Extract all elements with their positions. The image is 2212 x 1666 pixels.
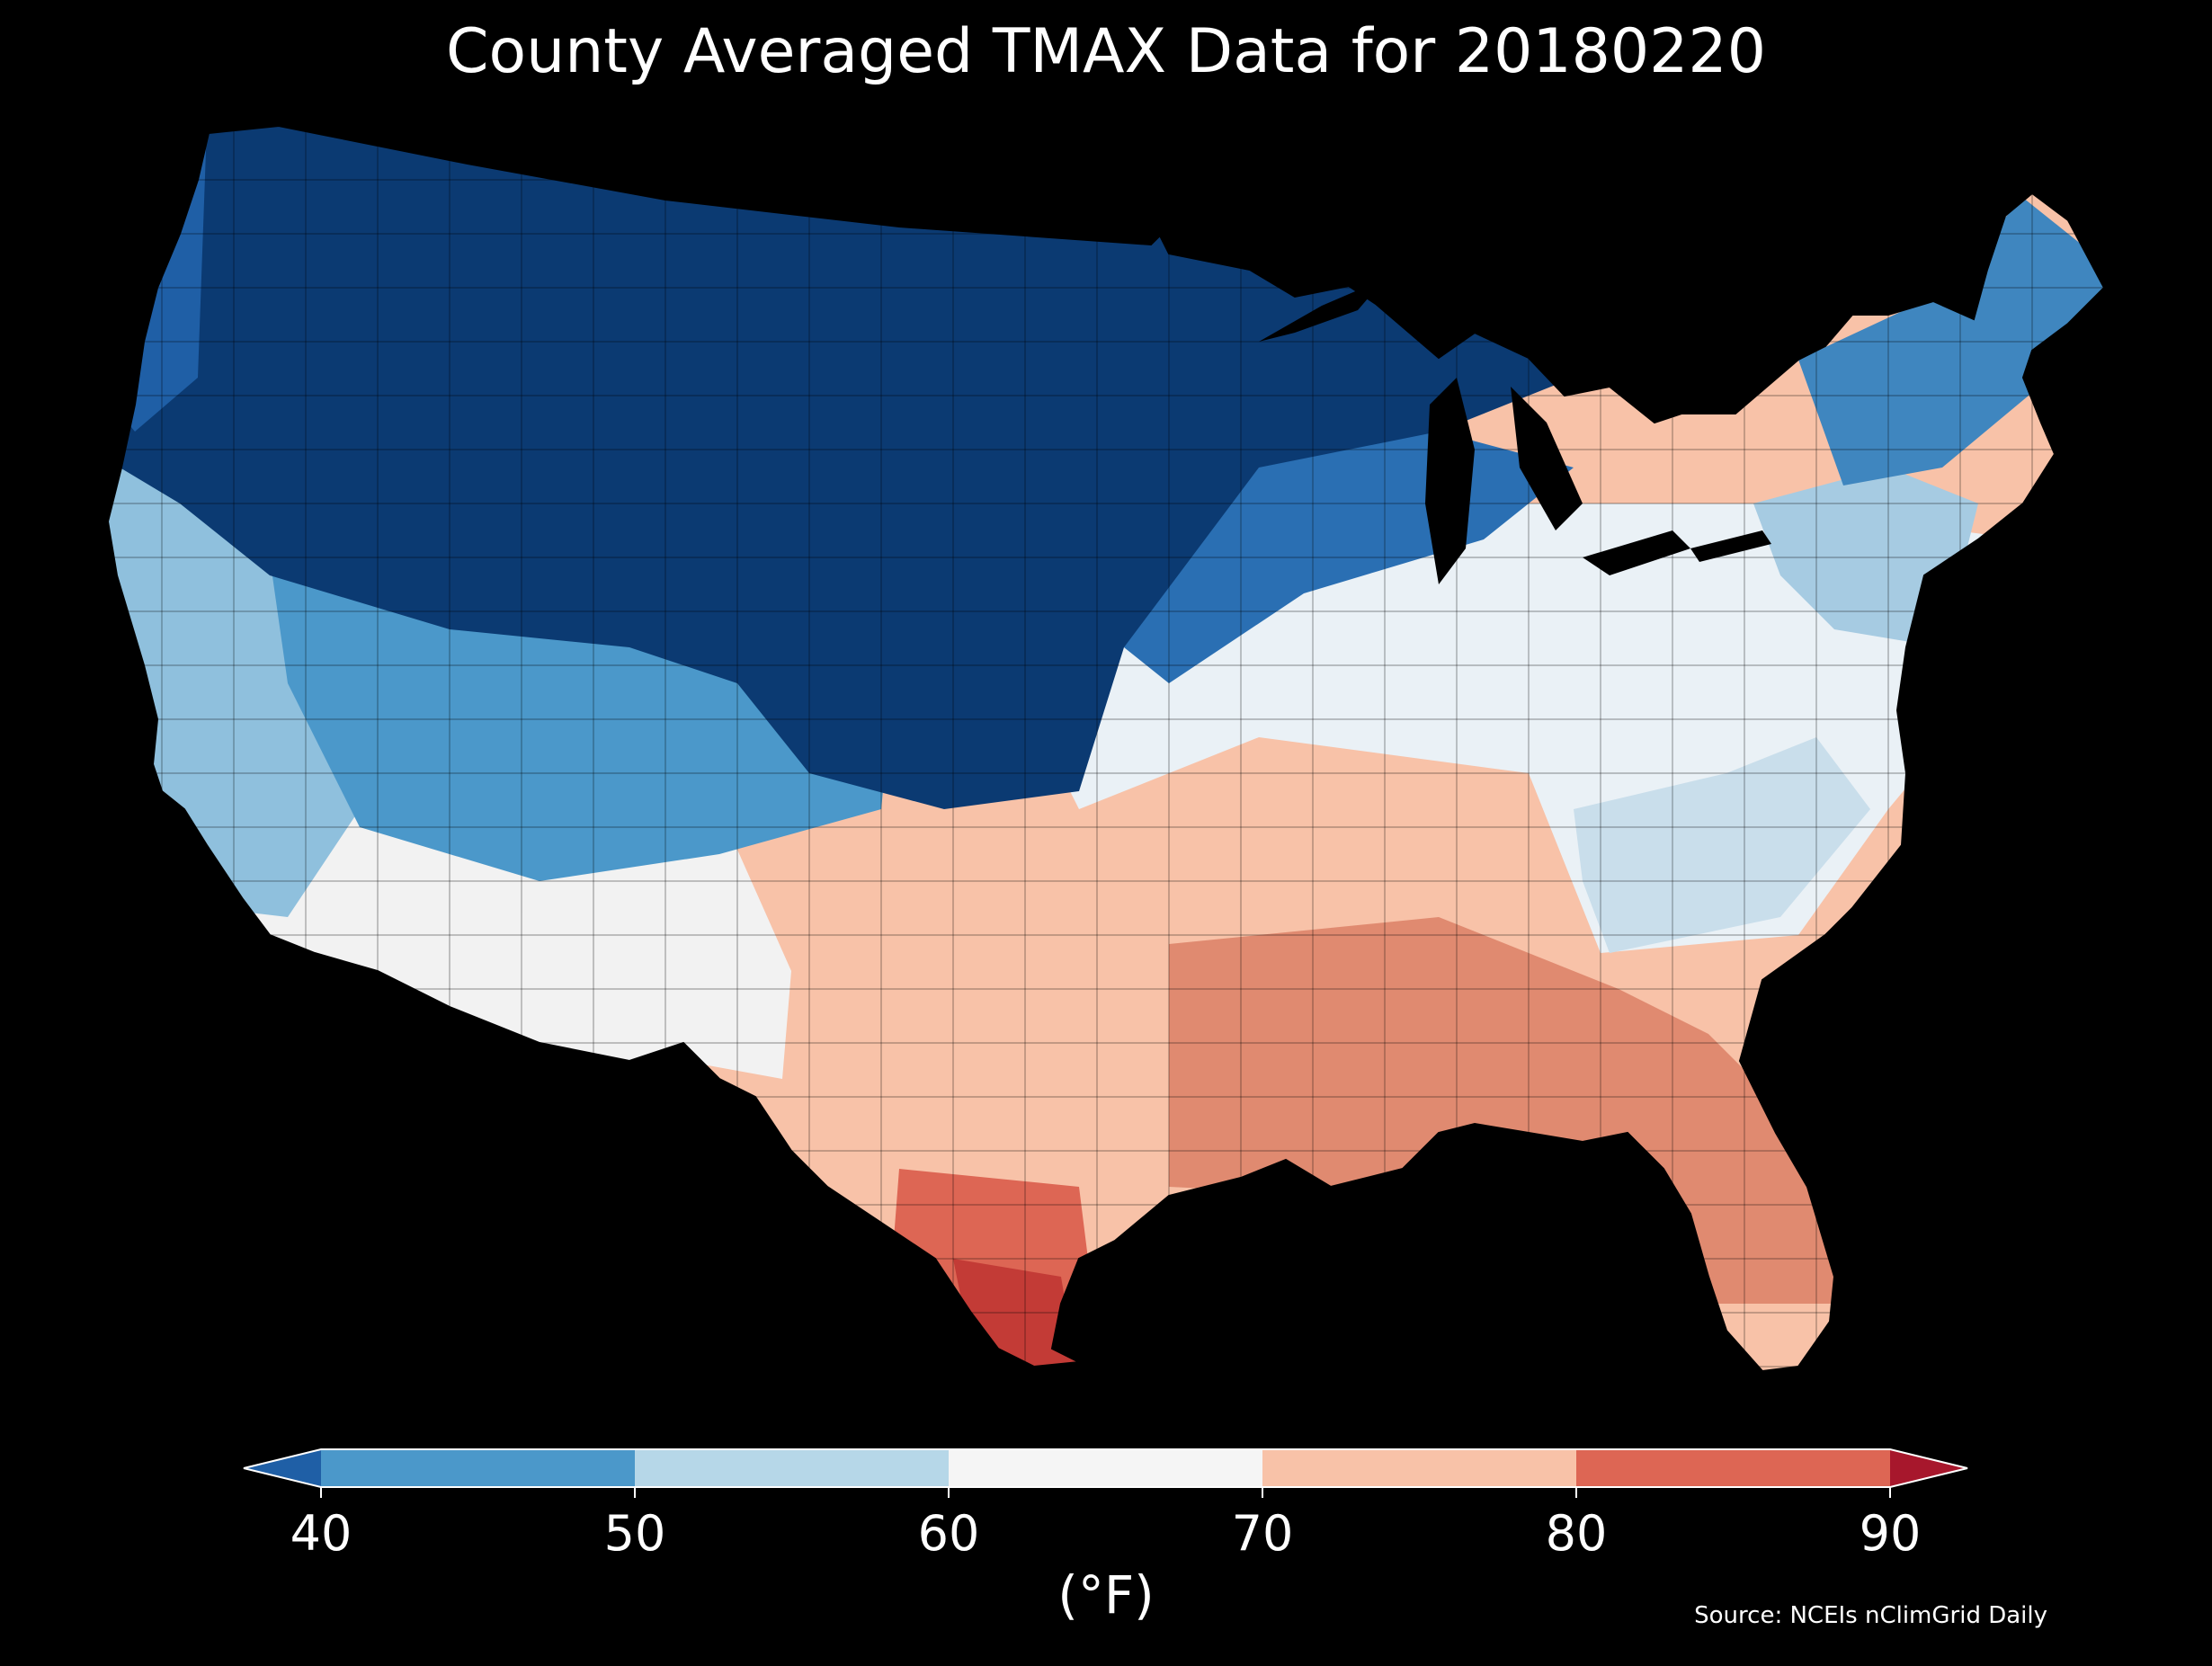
colorbar-extend-low [244, 1449, 321, 1487]
colorbar-unit-label: (°F) [1057, 1564, 1155, 1626]
colorbar-bin [949, 1449, 1263, 1487]
colorbar-tick-label: 70 [1232, 1505, 1294, 1562]
chart-title: County Averaged TMAX Data for 20180220 [446, 16, 1766, 87]
colorbar-tick-label: 50 [604, 1505, 666, 1562]
region-new-england-cool [1798, 198, 2104, 486]
region-appalachian-cool [1574, 737, 1870, 953]
colorbar-tick-label: 80 [1546, 1505, 1608, 1562]
colorbar-tick-label: 60 [918, 1505, 980, 1562]
colorbar-extend-high [1890, 1449, 1967, 1487]
colorbar-tick-label: 40 [290, 1505, 352, 1562]
colorbar-bin [1262, 1449, 1577, 1487]
colorbar-bin [635, 1449, 950, 1487]
great-lakes [1259, 279, 1771, 584]
source-note: Source: NCEIs nClimGrid Daily [1694, 1602, 2047, 1629]
colorbar-bin [321, 1449, 636, 1487]
colorbar-tick-label: 90 [1860, 1505, 1922, 1562]
colorbar-bin [1576, 1449, 1891, 1487]
